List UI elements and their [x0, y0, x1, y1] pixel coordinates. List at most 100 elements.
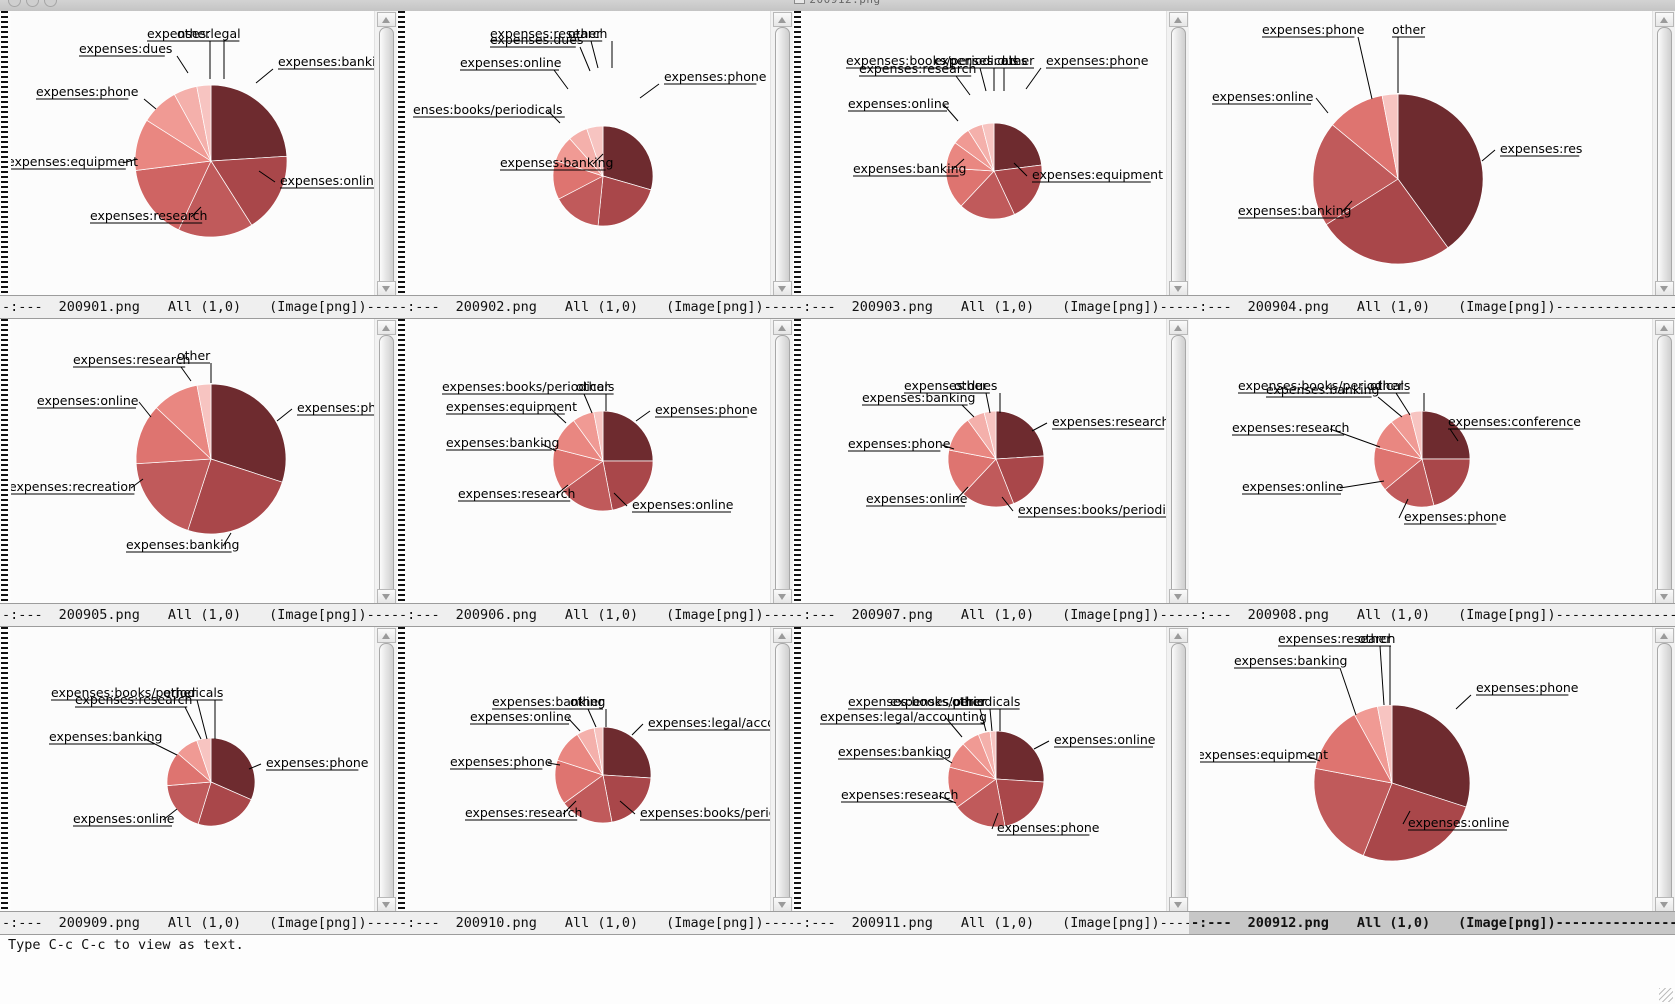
scroll-down-button[interactable]: [1169, 589, 1188, 604]
scroll-up-button[interactable]: [773, 320, 792, 335]
scrollbar[interactable]: [374, 11, 397, 297]
scrollbar-thumb[interactable]: [379, 335, 394, 597]
label-leader-line: [248, 763, 262, 770]
scrollbar-thumb[interactable]: [1657, 335, 1672, 597]
emacs-window-200911[interactable]: expenses:online expenses:phone expenses:re…: [793, 627, 1189, 935]
buffer-body[interactable]: expenses:res expenses:banking expenses:onl…: [1189, 11, 1675, 297]
emacs-window-200912[interactable]: expenses:phone expenses:online expenses:eq…: [1189, 627, 1675, 935]
scroll-up-button[interactable]: [377, 628, 396, 643]
buffer-body[interactable]: expenses:legal/accoun expenses:books/peri…: [397, 627, 793, 913]
scroll-down-button[interactable]: [1655, 897, 1674, 912]
pie-slice-label: expenses:books/periodicals: [51, 685, 223, 700]
scroll-down-button[interactable]: [377, 589, 396, 604]
scrollbar-thumb[interactable]: [379, 643, 394, 905]
mode-line[interactable]: -:--- 200905.png All (1,0) (Image[png])----…: [0, 603, 397, 627]
label-leader-line: [1339, 667, 1357, 716]
scroll-down-button[interactable]: [773, 589, 792, 604]
mode-line[interactable]: -:--- 200908.png All (1,0) (Image[png]) ----…: [1189, 603, 1675, 627]
buffer-body[interactable]: expenses:phone expenses:banking enses:book…: [397, 11, 793, 297]
scrollbar-thumb[interactable]: [1657, 643, 1672, 905]
scrollbar-thumb[interactable]: [1171, 643, 1186, 905]
scroll-down-button[interactable]: [773, 897, 792, 912]
emacs-window-200910[interactable]: expenses:legal/accoun expenses:books/peri…: [397, 627, 793, 935]
scroll-up-button[interactable]: [1655, 628, 1674, 643]
scrollbar-thumb[interactable]: [1171, 335, 1186, 597]
scrollbar-thumb[interactable]: [775, 335, 790, 597]
left-fringe: [1189, 319, 1200, 605]
window-row-1: expenses:bankingexpenses:onlineexpenses:…: [0, 11, 1675, 319]
label-leader-line: [961, 404, 975, 418]
emacs-window-200906[interactable]: expenses:phone expenses:online expenses:re…: [397, 319, 793, 627]
mode-line[interactable]: -:--- 200909.png All (1,0) (Image[png])----…: [0, 911, 397, 935]
scrollbar-thumb[interactable]: [1171, 27, 1186, 289]
scrollbar[interactable]: [1166, 319, 1189, 605]
buffer-body[interactable]: expenses:phone expenses:equipment expenses…: [793, 11, 1189, 297]
resize-grip[interactable]: [1659, 988, 1673, 1002]
scroll-down-button[interactable]: [1655, 589, 1674, 604]
emacs-window-200903[interactable]: expenses:phone expenses:equipment expenses…: [793, 11, 1189, 319]
scrollbar-thumb[interactable]: [379, 27, 394, 289]
scrollbar[interactable]: [770, 627, 793, 913]
scrollbar[interactable]: [1652, 627, 1675, 913]
buffer-body[interactable]: expenses:phone expenses:online expenses:eq…: [1189, 627, 1675, 913]
emacs-window-200908[interactable]: expenses:conference expenses:phone expense…: [1189, 319, 1675, 627]
scrollbar[interactable]: [374, 319, 397, 605]
emacs-window-200905[interactable]: expenses:phone expenses:banking expenses:r…: [0, 319, 397, 627]
buffer-body[interactable]: expenses:online expenses:phone expenses:re…: [793, 627, 1189, 913]
scroll-down-button[interactable]: [1169, 897, 1188, 912]
buffer-body[interactable]: expenses:phone expenses:online expenses:re…: [397, 319, 793, 605]
mode-line-prefix: -:---: [399, 298, 440, 315]
mode-line-major-mode: (Image[png]): [1062, 606, 1160, 623]
label-leader-line: [1377, 396, 1403, 418]
emacs-window-200904[interactable]: expenses:res expenses:banking expenses:onl…: [1189, 11, 1675, 319]
scroll-down-button[interactable]: [773, 281, 792, 296]
mode-line[interactable]: -:--- 200901.png All (1,0) (Image[png])----…: [0, 295, 397, 319]
scroll-up-button[interactable]: [1169, 320, 1188, 335]
mode-line[interactable]: -:--- 200903.png All (1,0) (Image[png])----…: [793, 295, 1189, 319]
scroll-up-button[interactable]: [377, 320, 396, 335]
scrollbar-thumb[interactable]: [1657, 27, 1672, 289]
mode-line[interactable]: -:--- 200910.png All (1,0) (Image[png])----…: [397, 911, 793, 935]
mode-line[interactable]: -:--- 200907.png All (1,0) (Image[png])----…: [793, 603, 1189, 627]
mode-line[interactable]: -:--- 200904.png All (1,0) (Image[png]) ----…: [1189, 295, 1675, 319]
scrollbar-thumb[interactable]: [775, 27, 790, 289]
pie-slice: [558, 175, 604, 227]
scroll-up-button[interactable]: [1655, 320, 1674, 335]
scrollbar-thumb[interactable]: [775, 643, 790, 905]
scrollbar[interactable]: [1166, 11, 1189, 297]
scrollbar[interactable]: [374, 627, 397, 913]
pie-slice-label: expenses:conference: [1448, 414, 1581, 429]
window-controls[interactable]: [8, 0, 57, 7]
buffer-body[interactable]: expenses:research expenses:books/periodic…: [793, 319, 1189, 605]
pie-slice-label: expenses:online: [460, 55, 562, 70]
scrollbar[interactable]: [1652, 319, 1675, 605]
pie-slice-label: other: [1358, 631, 1392, 646]
mode-line[interactable]: -:--- 200902.png All (1,0) (Image[png])----…: [397, 295, 793, 319]
emacs-window-200902[interactable]: expenses:phone expenses:banking enses:book…: [397, 11, 793, 319]
scroll-down-button[interactable]: [1655, 281, 1674, 296]
chevron-up-icon: [778, 325, 786, 331]
scroll-down-button[interactable]: [377, 281, 396, 296]
scrollbar[interactable]: [770, 11, 793, 297]
emacs-window-200909[interactable]: expenses:phone expenses:online expenses:ba…: [0, 627, 397, 935]
scroll-down-button[interactable]: [1169, 281, 1188, 296]
scrollbar[interactable]: [770, 319, 793, 605]
scrollbar[interactable]: [1652, 11, 1675, 297]
scroll-up-button[interactable]: [1169, 628, 1188, 643]
scroll-down-button[interactable]: [377, 897, 396, 912]
scroll-up-button[interactable]: [773, 628, 792, 643]
scrollbar[interactable]: [1166, 627, 1189, 913]
scroll-up-button[interactable]: [377, 12, 396, 27]
mode-line[interactable]: -:--- 200911.png All (1,0) (Image[png])----…: [793, 911, 1189, 935]
scroll-up-button[interactable]: [1655, 12, 1674, 27]
scroll-up-button[interactable]: [773, 12, 792, 27]
mode-line[interactable]: -:--- 200912.png All (1,0) (Image[png]) ----…: [1189, 911, 1675, 935]
emacs-window-200901[interactable]: expenses:banking expenses:online expenses:…: [0, 11, 397, 319]
scroll-up-button[interactable]: [1169, 12, 1188, 27]
buffer-body[interactable]: expenses:conference expenses:phone expense…: [1189, 319, 1675, 605]
mode-line[interactable]: -:--- 200906.png All (1,0) (Image[png])----…: [397, 603, 793, 627]
emacs-window-200907[interactable]: expenses:research expenses:books/periodic…: [793, 319, 1189, 627]
buffer-body[interactable]: expenses:phone expenses:banking expenses:r…: [0, 319, 397, 605]
buffer-body[interactable]: expenses:banking expenses:online expenses:…: [0, 11, 397, 297]
buffer-body[interactable]: expenses:phone expenses:online expenses:ba…: [0, 627, 397, 913]
